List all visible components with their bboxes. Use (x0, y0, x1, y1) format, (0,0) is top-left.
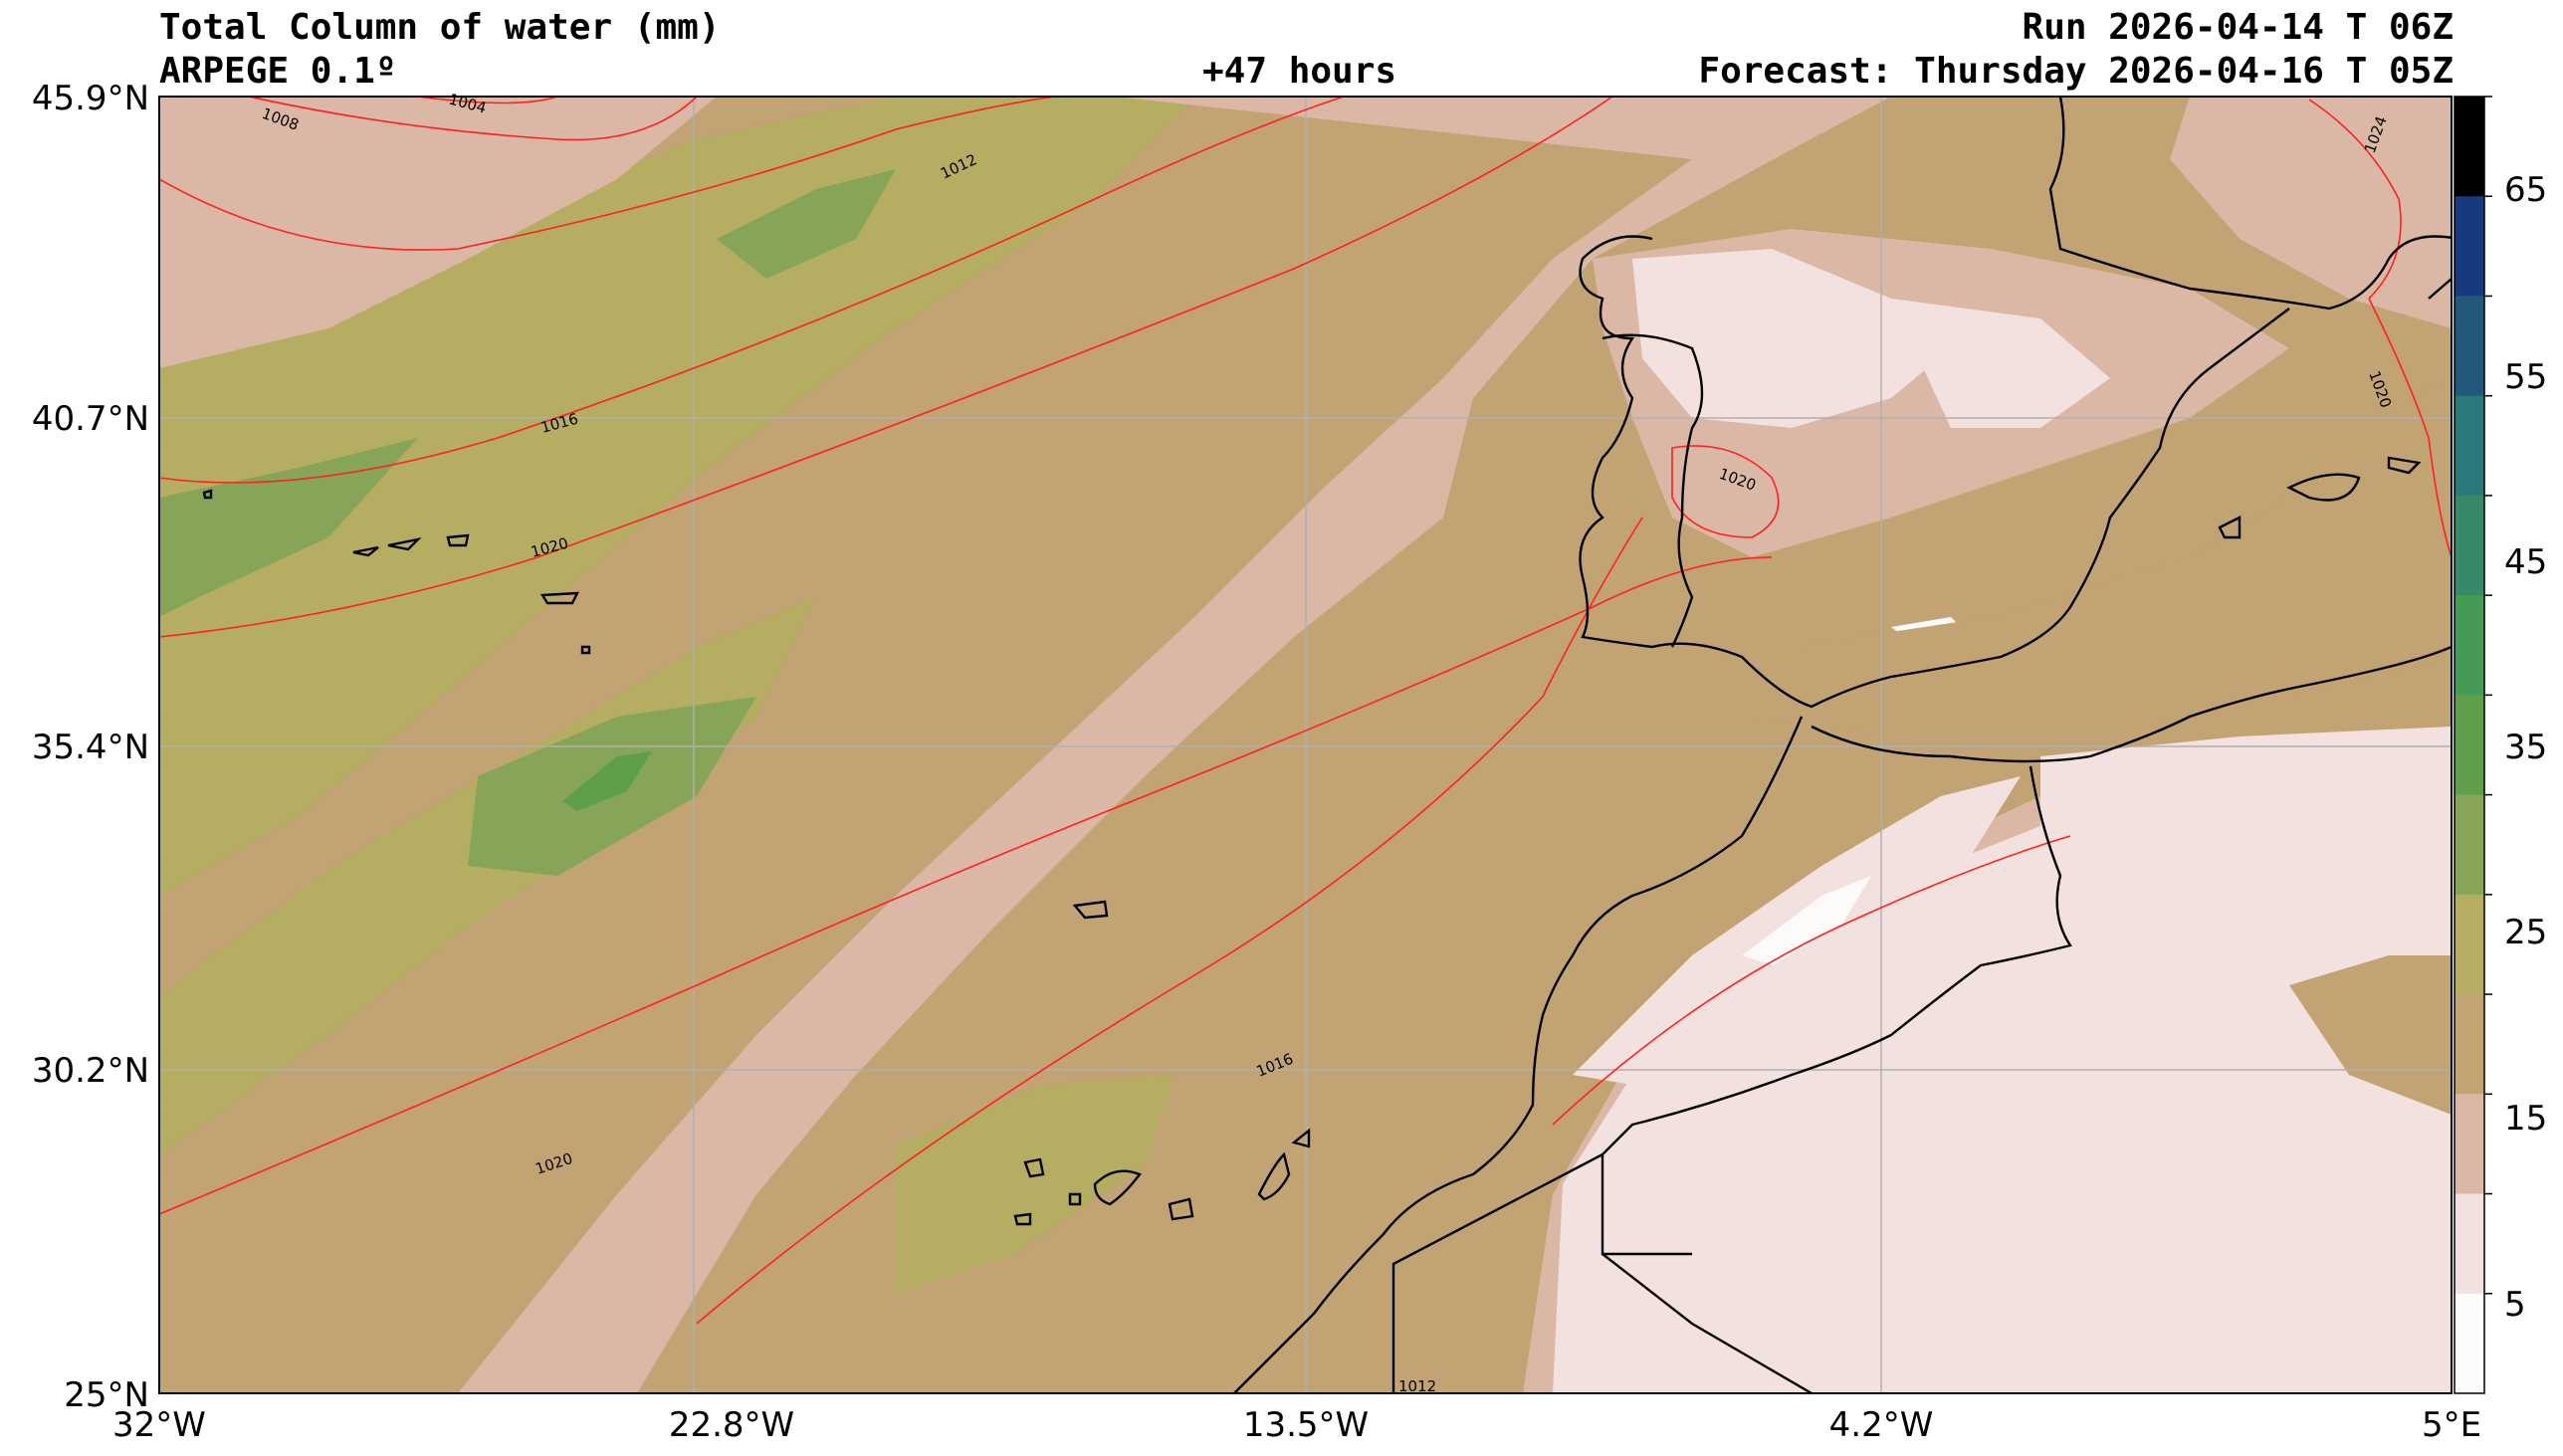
border-morocco-algeria (1601, 765, 2072, 1256)
isobar-label: 1012 (1398, 1377, 1436, 1395)
isobars (159, 97, 2452, 1325)
colorbar-bin (2455, 97, 2484, 197)
lat-label: 25°N (64, 1375, 149, 1415)
lon-label: 22.8°W (669, 1405, 794, 1445)
border-sahara (1391, 1152, 1603, 1393)
field-pink-nw (159, 97, 717, 368)
colorbar (2455, 96, 2492, 1394)
field-olive-canary (896, 1075, 1175, 1294)
forecast-time: Forecast: Thursday 2026-04-16 T 05Z (1698, 51, 2454, 92)
plot-frame (158, 96, 2453, 1394)
coast-france (2048, 97, 2452, 311)
colorbar-bin (2455, 1193, 2484, 1295)
field-tan-africa (2289, 955, 2452, 1115)
colorbar-bin (2455, 794, 2484, 896)
island-canary-6 (1013, 1212, 1032, 1226)
colorbar-bin (2455, 994, 2484, 1095)
isobar-iberia (1671, 445, 1780, 538)
isobar-1024 (2308, 99, 2402, 300)
border-sahara-2 (1602, 1253, 1813, 1393)
map-title: Total Column of water (mm) (159, 7, 721, 48)
lon-label: 5°E (2422, 1405, 2481, 1445)
lon-label: 13.5°W (1243, 1405, 1369, 1445)
colorbar-bin (2455, 695, 2484, 796)
isobar-1008 (248, 97, 698, 141)
lon-label: 32°W (112, 1405, 206, 1445)
island-azores-3 (446, 533, 470, 547)
lat-label: 45.9°N (32, 79, 149, 118)
model-name: ARPEGE 0.1º (159, 51, 397, 92)
isobar-1016 (159, 97, 1345, 484)
lead-time: +47 hours (1202, 51, 1397, 92)
island-azores-2 (387, 537, 422, 551)
island-azores-5 (202, 489, 213, 500)
isobar-atlas (1552, 835, 2071, 1126)
isobar-1020-east (2368, 298, 2452, 558)
isobar-1020 (159, 97, 1613, 638)
island-azores-4 (539, 591, 579, 605)
island-mallorca (2286, 473, 2361, 502)
colorbar-bin (2455, 1094, 2484, 1195)
coast-morocco (1233, 716, 1804, 1393)
colorbar-bin (2455, 1293, 2484, 1394)
border-portugal (1602, 333, 1704, 648)
coast-algeria (1811, 645, 2452, 763)
coast-iberia (1579, 235, 2290, 709)
colorbar-bin (2455, 395, 2484, 497)
lat-label: 30.2°N (32, 1051, 149, 1091)
colorbar-bin (2455, 495, 2484, 596)
colorbar-bin (2455, 894, 2484, 995)
island-corsica (2428, 278, 2452, 300)
island-canary-7 (1068, 1192, 1082, 1206)
lon-label: 4.2°W (1829, 1405, 1934, 1445)
isobar-1012 (159, 97, 1056, 251)
field-green-3 (717, 169, 896, 279)
field-green-4 (562, 751, 652, 811)
colorbar-bin (2455, 296, 2484, 397)
island-canary-4 (1257, 1151, 1291, 1201)
colorbar-label: 55 (2504, 357, 2547, 397)
field-green-1 (159, 438, 418, 617)
colorbar-bin (2455, 196, 2484, 297)
lat-label: 35.4°N (32, 728, 149, 767)
island-azores-1 (352, 545, 379, 557)
isobar-1016-south (159, 556, 1773, 1215)
island-ibiza (2218, 516, 2242, 539)
island-madeira (1072, 900, 1109, 920)
island-canary-5 (1291, 1128, 1311, 1148)
island-menorca (2387, 456, 2422, 475)
run-time: Run 2026-04-14 T 06Z (2022, 7, 2454, 48)
island-canary-3 (1168, 1197, 1194, 1221)
colorbar-label: 5 (2504, 1285, 2526, 1325)
colorbar-label: 25 (2504, 913, 2547, 952)
field-light-iberia (1632, 249, 1951, 428)
colorbar-label: 65 (2504, 170, 2547, 210)
colorbar-label: 15 (2504, 1099, 2547, 1139)
lon-labels: 32°W 22.8°W 13.5°W 4.2°W 5°E (112, 1405, 2481, 1445)
field-light-iberia-e (1891, 299, 2110, 428)
grid (159, 97, 2452, 1393)
colorbar-label: 35 (2504, 728, 2547, 767)
field-tan-med (1752, 378, 2452, 736)
colorbar-bin (2455, 595, 2484, 696)
colorbar-label: 45 (2504, 542, 2547, 582)
isobar-1020-south (696, 517, 1643, 1325)
isobar-1004 (417, 97, 558, 104)
field-white-atlas (1742, 876, 1871, 965)
island-azores-6 (580, 645, 591, 655)
field-olive-band (159, 97, 1194, 896)
field-light-sahara (2040, 727, 2452, 995)
colorbar-labels: 65 55 45 35 25 15 5 (2504, 170, 2547, 1325)
lat-label: 40.7°N (32, 399, 149, 439)
coastlines (202, 97, 2452, 1393)
colorbar-frame (2454, 96, 2485, 1394)
lat-labels: 45.9°N 40.7°N 35.4°N 30.2°N 25°N (32, 79, 149, 1415)
island-canary-1 (1023, 1157, 1045, 1178)
island-canary-2 (1093, 1169, 1142, 1206)
